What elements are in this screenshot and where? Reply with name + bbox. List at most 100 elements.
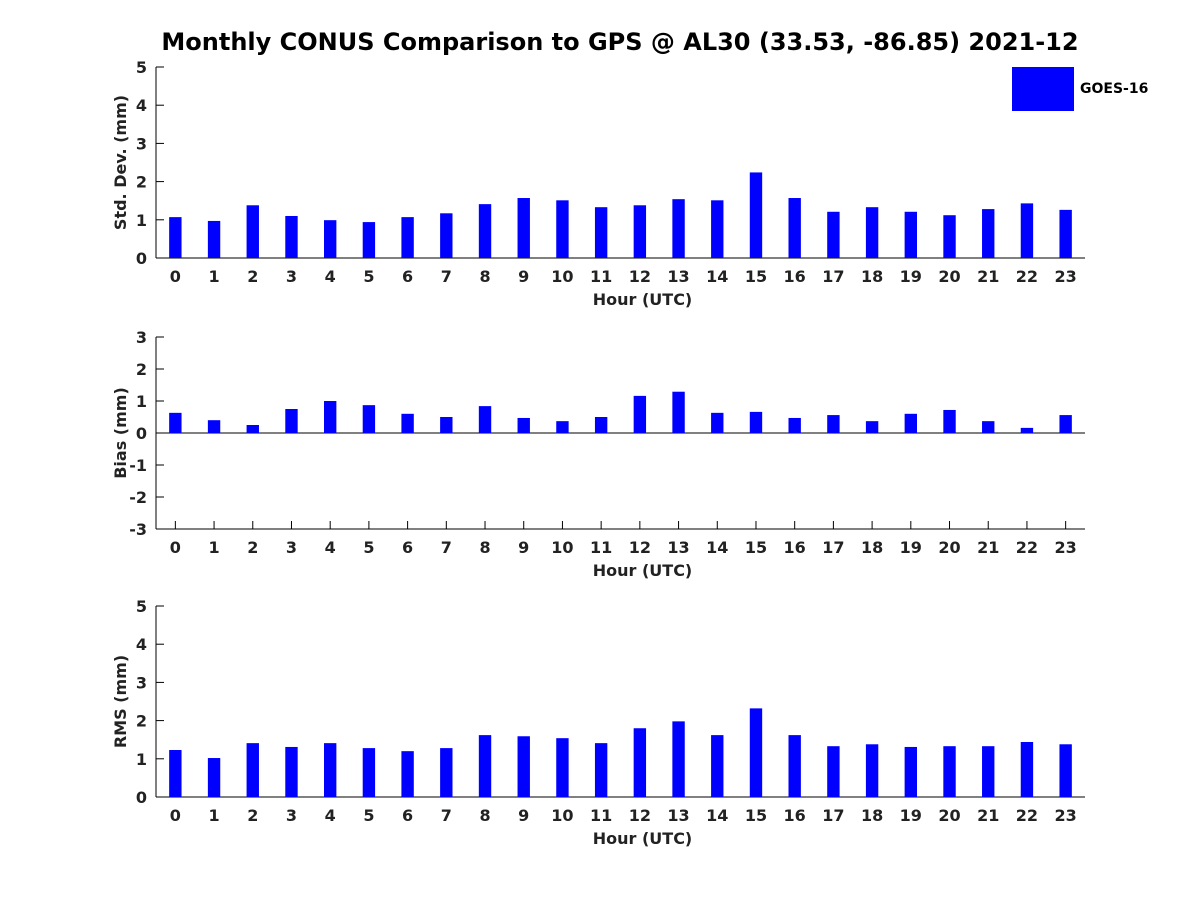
bar xyxy=(401,751,414,797)
x-tick-label: 21 xyxy=(977,806,999,825)
bar xyxy=(982,209,995,258)
x-tick-label: 12 xyxy=(629,267,651,286)
bar xyxy=(827,746,840,797)
bar xyxy=(556,200,569,258)
x-tick-label: 11 xyxy=(590,806,612,825)
x-tick-label: 15 xyxy=(745,806,767,825)
bar xyxy=(943,409,956,433)
y-tick-label: 1 xyxy=(136,211,147,230)
bar xyxy=(401,413,414,433)
x-tick-label: 11 xyxy=(590,538,612,557)
bar xyxy=(285,746,298,797)
x-tick-label: 0 xyxy=(170,267,181,286)
x-tick-label: 13 xyxy=(667,538,689,557)
y-tick-label: 1 xyxy=(136,750,147,769)
bar xyxy=(827,211,840,258)
bar xyxy=(633,395,647,433)
bar xyxy=(865,744,879,797)
x-axis-label: Hour (UTC) xyxy=(593,290,693,309)
y-tick-label: 5 xyxy=(136,58,147,77)
x-tick-label: 1 xyxy=(208,806,219,825)
x-tick-label: 5 xyxy=(363,806,374,825)
y-tick-label: 0 xyxy=(136,249,147,268)
bar xyxy=(711,412,724,433)
y-tick-label: 2 xyxy=(136,173,147,192)
y-tick-label: 5 xyxy=(136,597,147,616)
x-tick-label: 20 xyxy=(938,806,960,825)
x-tick-label: 9 xyxy=(518,538,529,557)
x-tick-label: 3 xyxy=(286,806,297,825)
x-tick-label: 1 xyxy=(208,538,219,557)
bar xyxy=(323,220,337,258)
bar xyxy=(285,215,298,258)
bar xyxy=(517,736,530,797)
bar xyxy=(169,750,182,797)
bar xyxy=(594,417,608,433)
x-tick-label: 12 xyxy=(629,538,651,557)
x-tick-label: 17 xyxy=(822,538,844,557)
x-tick-label: 2 xyxy=(247,806,258,825)
x-tick-label: 13 xyxy=(667,806,689,825)
y-tick-label: 4 xyxy=(136,635,147,654)
bar xyxy=(440,417,453,433)
bar xyxy=(943,746,956,797)
y-tick-label: 0 xyxy=(136,788,147,807)
bar xyxy=(633,728,647,797)
y-tick-label: 3 xyxy=(136,134,147,153)
bar xyxy=(827,415,840,433)
bar xyxy=(711,200,724,258)
bar xyxy=(788,735,801,797)
x-tick-label: 0 xyxy=(170,806,181,825)
bar xyxy=(865,207,879,258)
x-tick-label: 9 xyxy=(518,267,529,286)
x-tick-label: 4 xyxy=(325,267,336,286)
bar xyxy=(943,215,956,258)
y-tick-label: 2 xyxy=(136,712,147,731)
bar xyxy=(788,417,801,433)
bar xyxy=(285,409,298,433)
bar xyxy=(672,199,685,258)
legend-label: GOES-16 xyxy=(1080,81,1149,97)
bar xyxy=(362,405,376,433)
y-tick-label: 2 xyxy=(136,360,147,379)
x-tick-label: 2 xyxy=(247,538,258,557)
x-tick-label: 1 xyxy=(208,267,219,286)
y-tick-label: 3 xyxy=(136,673,147,692)
x-tick-label: 16 xyxy=(784,538,806,557)
x-tick-label: 21 xyxy=(977,538,999,557)
x-tick-label: 14 xyxy=(706,267,728,286)
x-tick-label: 23 xyxy=(1055,267,1077,286)
bar xyxy=(440,748,453,797)
x-tick-label: 6 xyxy=(402,806,413,825)
bar xyxy=(169,217,182,258)
y-tick-label: 4 xyxy=(136,96,147,115)
x-tick-label: 22 xyxy=(1016,806,1038,825)
bar xyxy=(207,220,221,258)
bar xyxy=(478,735,492,797)
bar xyxy=(788,198,801,258)
y-axis-label: RMS (mm) xyxy=(111,655,130,748)
bar xyxy=(478,204,492,258)
bar xyxy=(1059,744,1072,797)
bar xyxy=(749,172,763,258)
y-tick-label: -1 xyxy=(129,456,147,475)
x-tick-label: 13 xyxy=(667,267,689,286)
bar xyxy=(246,205,259,258)
bar xyxy=(207,420,221,433)
bar xyxy=(1020,741,1034,797)
x-tick-label: 18 xyxy=(861,267,883,286)
bar xyxy=(904,413,918,433)
bar xyxy=(246,425,259,433)
x-tick-label: 3 xyxy=(286,538,297,557)
bar xyxy=(362,222,376,258)
bar xyxy=(517,417,530,433)
bar xyxy=(478,406,492,433)
y-tick-label: 0 xyxy=(136,424,147,443)
x-tick-label: 3 xyxy=(286,267,297,286)
bar xyxy=(323,743,337,797)
x-tick-label: 19 xyxy=(900,538,922,557)
bar xyxy=(440,213,453,258)
x-tick-label: 21 xyxy=(977,267,999,286)
